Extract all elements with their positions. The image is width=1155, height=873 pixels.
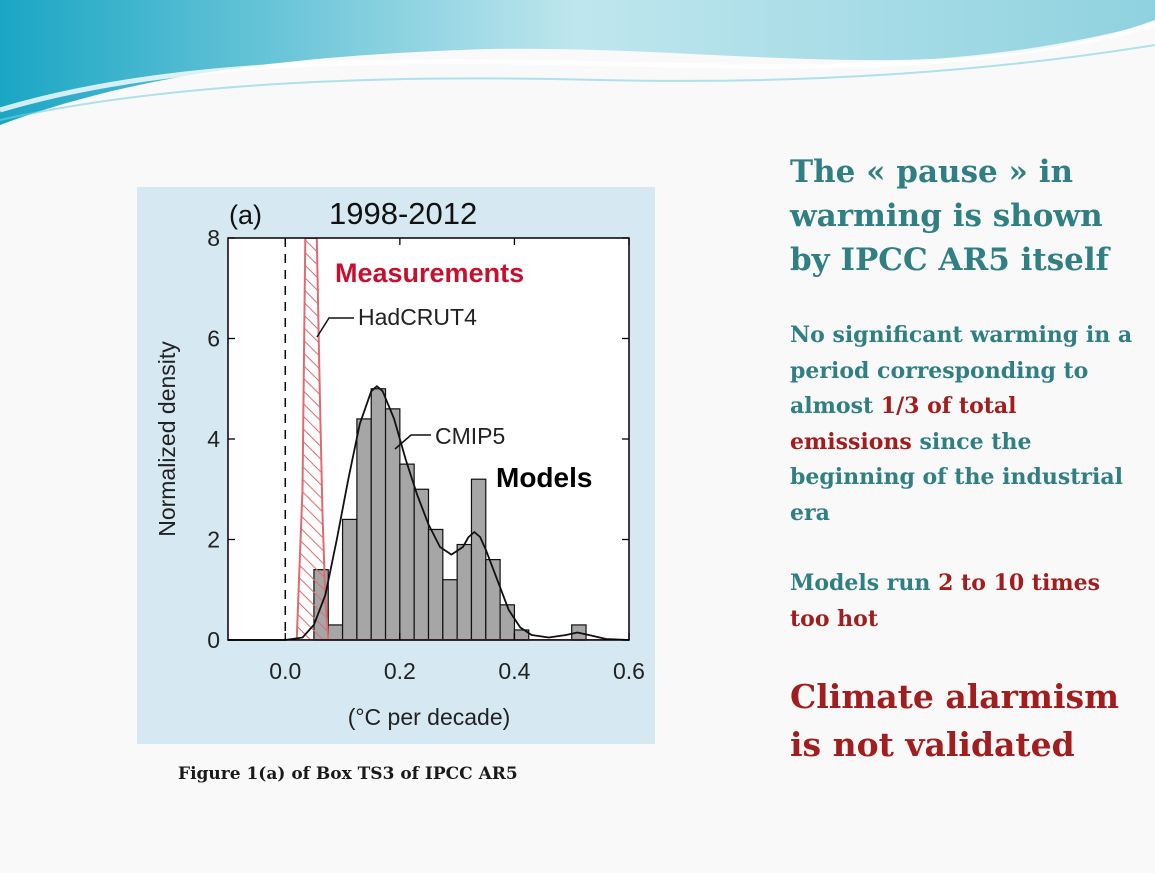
annotation-measurements: Measurements	[335, 258, 524, 288]
y-tick-label: 2	[207, 527, 220, 553]
annotation-models: Models	[496, 462, 592, 493]
panel-label: (a)	[229, 200, 262, 230]
histogram-chart: 0.0 0.2 0.4 0.6 0 2 4 6 8 (a) 1998-2012 Normaliz…	[154, 196, 645, 730]
hadcrut4-density-band	[228, 238, 629, 640]
histogram-bar	[499, 604, 516, 641]
histogram-bar	[341, 518, 358, 641]
cmip5-leader	[394, 434, 431, 450]
body-text-part1: No significant warming in a period corre…	[790, 322, 1133, 419]
histogram-bar	[456, 543, 473, 641]
body-text-emphasis: 1/3 of total emissions	[790, 393, 1017, 455]
histogram-bar	[399, 463, 415, 641]
y-axis-label: Normalized density	[154, 341, 180, 537]
histogram-bar	[356, 418, 372, 641]
chart-title: 1998-2012	[329, 196, 477, 231]
annotation-cmip5: CMIP5	[435, 423, 505, 449]
chart-panel: 0.0 0.2 0.4 0.6 0 2 4 6 8 (a) 1998-2012 Normaliz…	[137, 187, 655, 744]
models-statement-emphasis: 2 to 10 times too hot	[790, 570, 1100, 632]
histogram-bar	[370, 388, 387, 641]
x-tick-label: 0.2	[384, 658, 416, 684]
body-text-part2: since the beginning of the industrial er…	[790, 428, 1123, 526]
histogram-bar	[384, 408, 401, 641]
hadcrut4-leader	[316, 317, 354, 338]
y-tick-label: 8	[207, 225, 220, 251]
x-tick-label: 0.6	[613, 658, 645, 684]
y-tick-label: 0	[207, 627, 220, 653]
histogram-bar	[485, 559, 501, 641]
models-statement-lead: Models run	[790, 570, 931, 596]
histogram-bar	[427, 528, 444, 641]
histogram-bar	[413, 488, 430, 641]
y-tick-label: 6	[207, 326, 220, 352]
histogram-bar	[442, 579, 458, 641]
body-text: No significant warming in a period corre…	[790, 318, 1145, 531]
y-tick-label: 4	[207, 426, 220, 452]
x-axis-label: (°C per decade)	[348, 704, 511, 730]
histogram-bar	[327, 624, 344, 641]
conclusion: Climate alarmism is not validated	[790, 677, 1120, 764]
x-tick-label: 0.0	[269, 658, 301, 684]
annotation-hadcrut4: HadCRUT4	[358, 304, 477, 330]
figure-caption: Figure 1(a) of Box TS3 of IPCC AR5	[178, 764, 518, 784]
models-statement: Models run 2 to 10 times too hot	[790, 565, 1145, 637]
headline: The « pause » in warming is shown by IPC…	[790, 154, 1109, 278]
histogram-bar	[470, 478, 487, 641]
cmip5-density-curve	[228, 385, 630, 641]
header-wave-decoration	[0, 0, 1155, 125]
x-tick-label: 0.4	[498, 658, 530, 684]
